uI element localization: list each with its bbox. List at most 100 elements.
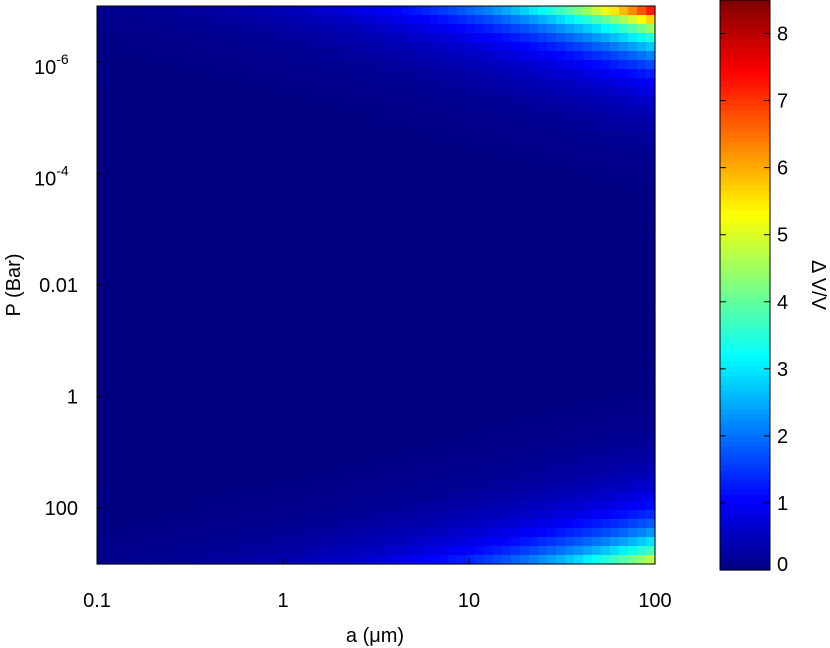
heatmap-cell: [583, 474, 593, 484]
heatmap-cell: [133, 429, 143, 439]
heatmap-cell: [223, 294, 233, 304]
heatmap-cell: [466, 384, 476, 394]
heatmap-cell: [259, 213, 269, 223]
heatmap-cell: [529, 69, 539, 79]
heatmap-cell: [295, 474, 305, 484]
heatmap-cell: [160, 168, 170, 178]
heatmap-cell: [457, 195, 467, 205]
heatmap-cell: [538, 456, 548, 466]
heatmap-cell: [367, 456, 377, 466]
heatmap-cell: [160, 357, 170, 367]
heatmap-cell: [529, 15, 539, 25]
heatmap-cell: [466, 294, 476, 304]
heatmap-cell: [583, 492, 593, 502]
heatmap-cell: [241, 96, 251, 106]
heatmap-cell: [646, 339, 656, 349]
heatmap-cell: [637, 420, 647, 430]
heatmap-cell: [268, 330, 278, 340]
heatmap-cell: [115, 456, 125, 466]
heatmap-cell: [250, 267, 260, 277]
heatmap-cell: [313, 339, 323, 349]
heatmap-cell: [223, 285, 233, 295]
heatmap-cell: [619, 285, 629, 295]
heatmap-cell: [331, 87, 341, 97]
heatmap-cell: [385, 123, 395, 133]
heatmap-cell: [448, 141, 458, 151]
heatmap-cell: [457, 15, 467, 25]
heatmap-cell: [475, 24, 485, 34]
heatmap-cell: [376, 177, 386, 187]
heatmap-cell: [367, 132, 377, 142]
heatmap-cell: [601, 96, 611, 106]
colorbar-segment: [720, 380, 770, 386]
colorbar-segment: [720, 494, 770, 500]
heatmap-cell: [277, 339, 287, 349]
heatmap-cell: [349, 141, 359, 151]
heatmap-cell: [340, 447, 350, 457]
heatmap-cell: [223, 456, 233, 466]
heatmap-cell: [421, 87, 431, 97]
heatmap-cell: [385, 339, 395, 349]
colorbar-segment: [720, 332, 770, 338]
heatmap-cell: [538, 465, 548, 475]
heatmap-cell: [304, 195, 314, 205]
heatmap-cell: [565, 528, 575, 538]
heatmap-cell: [601, 510, 611, 520]
heatmap-cell: [205, 240, 215, 250]
heatmap-cell: [520, 87, 530, 97]
heatmap-cell: [322, 195, 332, 205]
heatmap-cell: [601, 465, 611, 475]
heatmap-cell: [376, 294, 386, 304]
heatmap-cell: [97, 384, 107, 394]
heatmap-cell: [169, 465, 179, 475]
heatmap-cell: [205, 195, 215, 205]
heatmap-cell: [349, 492, 359, 502]
heatmap-cell: [412, 240, 422, 250]
heatmap-cell: [412, 510, 422, 520]
heatmap-cell: [295, 240, 305, 250]
heatmap-cell: [430, 393, 440, 403]
heatmap-cell: [142, 132, 152, 142]
colorbar-segment: [720, 527, 770, 533]
heatmap-cell: [574, 384, 584, 394]
heatmap-cell: [106, 510, 116, 520]
heatmap-cell: [475, 501, 485, 511]
heatmap-cell: [169, 321, 179, 331]
heatmap-cell: [376, 384, 386, 394]
heatmap-cell: [259, 555, 269, 565]
heatmap-cell: [169, 501, 179, 511]
heatmap-cell: [340, 555, 350, 565]
heatmap-cell: [646, 402, 656, 412]
heatmap-cell: [394, 249, 404, 259]
heatmap-cell: [583, 60, 593, 70]
heatmap-cell: [133, 537, 143, 547]
heatmap-cell: [547, 42, 557, 52]
heatmap-cell: [475, 204, 485, 214]
heatmap-cell: [322, 357, 332, 367]
heatmap-cell: [412, 213, 422, 223]
heatmap-cell: [178, 15, 188, 25]
heatmap-cell: [223, 186, 233, 196]
colorbar-segment: [720, 294, 770, 300]
heatmap-cell: [511, 519, 521, 529]
heatmap-cell: [232, 42, 242, 52]
heatmap-cell: [385, 87, 395, 97]
heatmap-cell: [331, 501, 341, 511]
heatmap-cell: [142, 546, 152, 556]
colorbar-tick-label: 3: [777, 359, 788, 381]
heatmap-cell: [241, 555, 251, 565]
heatmap-cell: [250, 141, 260, 151]
heatmap-cell: [421, 78, 431, 88]
heatmap-cell: [295, 177, 305, 187]
heatmap-cell: [646, 249, 656, 259]
heatmap-cell: [646, 366, 656, 376]
heatmap-cell: [151, 294, 161, 304]
heatmap-cell: [286, 366, 296, 376]
heatmap-cell: [313, 132, 323, 142]
heatmap-cell: [151, 339, 161, 349]
heatmap-cell: [259, 186, 269, 196]
heatmap-cell: [376, 447, 386, 457]
heatmap-cell: [394, 321, 404, 331]
heatmap-cell: [394, 474, 404, 484]
heatmap-cell: [457, 312, 467, 322]
